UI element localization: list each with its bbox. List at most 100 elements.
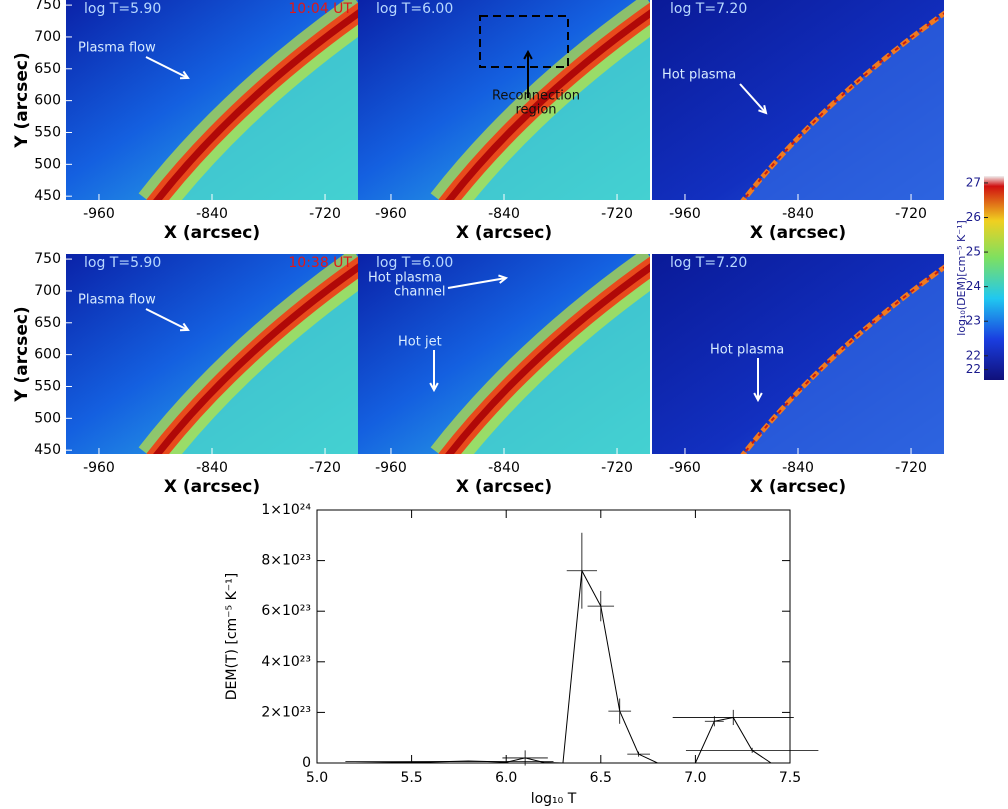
- x-tick-label: -960: [83, 460, 115, 476]
- arrow-head: [523, 49, 533, 60]
- heatmap-panel: log T=5.90 10:38 UT Plasma flow -960 -840 -72…: [12, 251, 358, 497]
- colorbar: [984, 176, 1004, 380]
- heatmap-image: [66, 0, 358, 200]
- colorbar-tick-label: 24: [966, 279, 981, 293]
- x-tick-label: -960: [669, 460, 701, 476]
- arrow-head: [429, 382, 439, 393]
- x-axis-label: X (arcsec): [164, 477, 260, 497]
- annotation: region: [515, 103, 556, 118]
- heatmap-panel: log T=7.20 Hot plasma -960 -840 -720 X (arcse…: [652, 0, 944, 243]
- x-tick-label: -840: [488, 460, 520, 476]
- annotation: Hot plasma: [368, 271, 442, 286]
- y-tick-label: 6×10²³: [261, 603, 311, 619]
- x-axis-label: log₁₀ T: [531, 791, 577, 807]
- x-tick-label: -840: [782, 460, 814, 476]
- time-label: 10:04 UT: [288, 1, 352, 17]
- annotation: Hot plasma: [710, 343, 784, 358]
- y-axis-label: DEM(T) [cm⁻⁵ K⁻¹]: [224, 573, 240, 701]
- y-tick-label: 500: [34, 156, 61, 172]
- limb-core: [153, 9, 358, 200]
- x-tick-label: -720: [601, 206, 633, 222]
- annotation: Hot jet: [398, 335, 442, 350]
- x-tick-label: 5.0: [306, 770, 328, 786]
- y-tick-label: 600: [34, 93, 61, 109]
- colorbar-tick-label: 22: [966, 362, 981, 376]
- x-tick-label: -960: [669, 206, 701, 222]
- y-tick-label: 750: [34, 251, 61, 267]
- x-axis-label: X (arcsec): [456, 477, 552, 497]
- plot-frame: [316, 509, 791, 764]
- panel-title: log T=5.90: [84, 1, 161, 17]
- y-axis-label: Y (arcsec): [12, 306, 32, 402]
- x-tick-label: -720: [309, 460, 341, 476]
- arrow-head: [498, 274, 509, 284]
- x-tick-label: -840: [488, 206, 520, 222]
- colorbar-tick-label: 22: [966, 348, 981, 362]
- heatmap-image: [358, 0, 650, 200]
- x-tick-label: -960: [375, 206, 407, 222]
- dem-line: [354, 569, 772, 764]
- colorbar-tick-label: 27: [966, 175, 981, 189]
- y-tick-label: 500: [34, 410, 61, 426]
- x-tick-label: 7.5: [779, 770, 801, 786]
- disk-region: [743, 13, 944, 200]
- y-tick-label: 0: [302, 755, 311, 771]
- region-box: [479, 15, 569, 68]
- x-tick-label: -840: [196, 206, 228, 222]
- y-tick-label: 450: [34, 442, 61, 458]
- arrow-head: [179, 70, 190, 80]
- arrow: [447, 277, 507, 289]
- heatmap-panel: log T=5.90 10:04 UT Plasma flow -960 -840 -72…: [12, 0, 358, 243]
- x-axis-label: X (arcsec): [750, 477, 846, 497]
- y-tick-label: 700: [34, 283, 61, 299]
- heatmap-image: [358, 254, 650, 454]
- limb-band: [740, 264, 944, 454]
- x-tick-label: -840: [782, 206, 814, 222]
- x-tick-label: -960: [83, 206, 115, 222]
- arrow: [145, 56, 189, 79]
- y-tick-label: 550: [34, 124, 61, 140]
- annotation: Hot plasma: [662, 68, 736, 83]
- x-tick-label: -720: [895, 206, 927, 222]
- limb-band: [740, 10, 944, 200]
- panel-title: log T=7.20: [670, 255, 747, 271]
- annotation: Plasma flow: [78, 41, 156, 56]
- time-label: 10:38 UT: [288, 255, 352, 271]
- arrow: [145, 308, 189, 331]
- x-axis-label: X (arcsec): [164, 223, 260, 243]
- colorbar-tick-label: 23: [966, 314, 981, 328]
- panel-title: log T=7.20: [670, 1, 747, 17]
- panel-title: log T=5.90: [84, 255, 161, 271]
- y-tick-label: 2×10²³: [261, 704, 311, 720]
- disk-region: [743, 267, 944, 454]
- colorbar-label: log₁₀(DEM)[cm⁻⁵ K⁻¹]: [955, 220, 968, 336]
- x-tick-label: 7.0: [684, 770, 706, 786]
- limb-core: [445, 263, 650, 454]
- colorbar-tick-label: 26: [966, 210, 981, 224]
- x-tick-label: -840: [196, 460, 228, 476]
- y-tick-label: 4×10²³: [261, 654, 311, 670]
- limb-core: [153, 263, 358, 454]
- x-axis-label: X (arcsec): [456, 223, 552, 243]
- x-tick-label: 5.5: [400, 770, 422, 786]
- x-tick-label: -720: [895, 460, 927, 476]
- heatmap-image: [66, 254, 358, 454]
- x-tick-label: 6.0: [495, 770, 517, 786]
- annotation: Plasma flow: [78, 293, 156, 308]
- x-axis-label: X (arcsec): [750, 223, 846, 243]
- y-axis-label: Y (arcsec): [12, 52, 32, 148]
- x-tick-label: 6.5: [590, 770, 612, 786]
- y-tick-label: 750: [34, 0, 61, 13]
- heatmap-image: [652, 0, 944, 200]
- panel-title: log T=6.00: [376, 255, 453, 271]
- y-tick-label: 8×10²³: [261, 553, 311, 569]
- arrow: [739, 83, 767, 114]
- x-tick-label: -960: [375, 460, 407, 476]
- arrow-head: [179, 322, 190, 332]
- arrow-head: [753, 392, 763, 403]
- y-tick-label: 650: [34, 61, 61, 77]
